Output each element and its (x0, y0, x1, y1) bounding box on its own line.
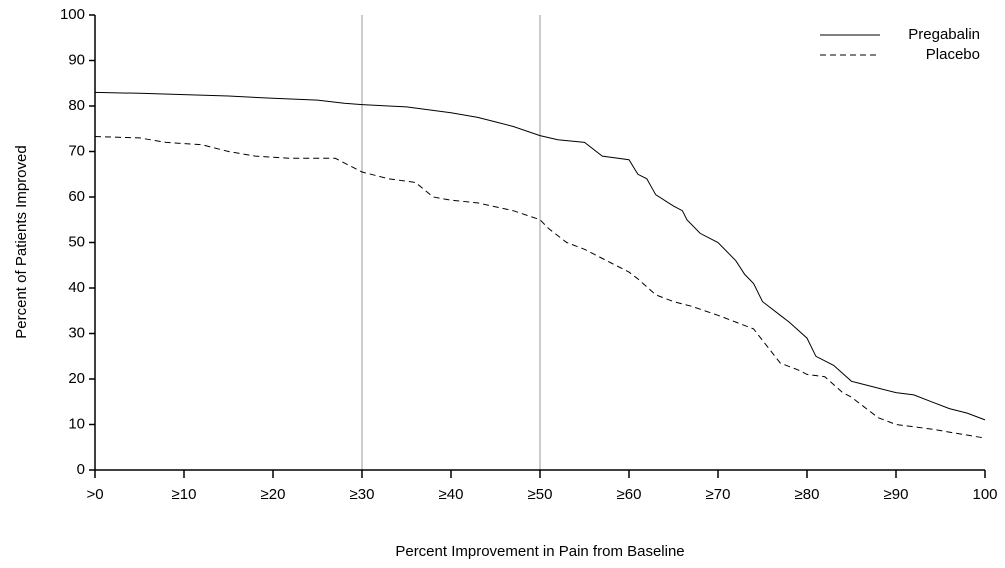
y-tick-label: 30 (68, 324, 85, 341)
y-tick-label: 0 (77, 461, 85, 478)
y-tick-label: 50 (68, 233, 85, 250)
legend-label: Placebo (926, 46, 980, 63)
x-tick-label: ≥50 (528, 486, 553, 503)
x-tick-label: ≥70 (706, 486, 731, 503)
x-tick-label: ≥10 (172, 486, 197, 503)
x-tick-label: ≥30 (350, 486, 375, 503)
y-tick-label: 70 (68, 142, 85, 159)
x-tick-label: >0 (86, 486, 103, 503)
y-tick-label: 60 (68, 188, 85, 205)
series-line (94, 91, 986, 421)
legend-label: Pregabalin (908, 26, 980, 43)
y-tick-label: 10 (68, 415, 85, 432)
y-tick-label: 40 (68, 279, 85, 296)
x-tick-label: ≥40 (439, 486, 464, 503)
series-line (94, 136, 986, 439)
x-tick-label: 100 (972, 486, 997, 503)
x-tick-label: ≥90 (884, 486, 909, 503)
y-tick-label: 100 (60, 6, 85, 23)
x-tick-label: ≥60 (617, 486, 642, 503)
x-axis-title: Percent Improvement in Pain from Baselin… (395, 543, 684, 560)
x-tick-label: ≥20 (261, 486, 286, 503)
y-tick-label: 90 (68, 51, 85, 68)
x-tick-label: ≥80 (795, 486, 820, 503)
y-tick-label: 20 (68, 370, 85, 387)
y-tick-label: 80 (68, 97, 85, 114)
y-axis-title: Percent of Patients Improved (13, 145, 30, 338)
